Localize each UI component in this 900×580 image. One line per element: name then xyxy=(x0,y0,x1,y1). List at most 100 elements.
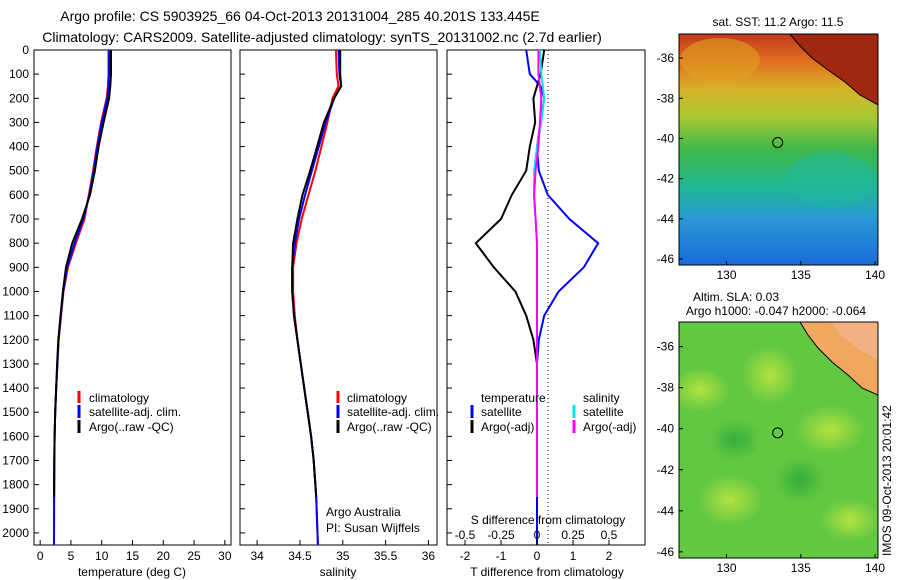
x-tick-label: 5 xyxy=(68,549,75,563)
sst-cool-patch xyxy=(785,152,875,208)
y-tick-label: 800 xyxy=(9,236,29,250)
figure-title-line2: Climatology: CARS2009. Satellite-adjuste… xyxy=(42,29,602,45)
sla-blob-dark xyxy=(709,418,761,462)
salinity-legend: climatology satellite-adj. clim. Argo(..… xyxy=(336,391,439,434)
x-tick-label: 0 xyxy=(534,549,541,563)
difference-xlabel: T difference from climatology xyxy=(470,565,624,579)
sla-land-inner xyxy=(830,322,878,360)
map-y-tick-label: -36 xyxy=(657,51,675,65)
temperature-legend: climatology satellite-adj. clim. Argo(..… xyxy=(77,391,181,434)
x-tick-label: 2 xyxy=(606,549,613,563)
map-y-tick-label: -44 xyxy=(657,212,675,226)
map-x-tick-label: 130 xyxy=(717,268,737,282)
legend-salinity-title: salinity xyxy=(583,391,620,405)
y-tick-label: 1800 xyxy=(2,478,29,492)
series-line-argo-raw-qc xyxy=(53,50,112,497)
legend-t-argo-label: Argo(-adj) xyxy=(481,420,534,434)
sla-blob-dark xyxy=(774,456,826,504)
imos-watermark: IMOS 09-Oct-2013 20:01:42 xyxy=(880,405,894,556)
figure-title-line1: Argo profile: CS 5903925_66 04-Oct-2013 … xyxy=(60,8,540,24)
map-y-tick-label: -38 xyxy=(657,91,675,105)
legend-climatology-label: climatology xyxy=(89,391,149,405)
y-tick-label: 300 xyxy=(9,115,29,129)
y-tick-label: 1700 xyxy=(2,453,29,467)
x-tick-label: 15 xyxy=(126,549,140,563)
series-line-salinity-argo-adj xyxy=(533,50,543,497)
y-tick-label: 200 xyxy=(9,91,29,105)
y-tick-label: 1100 xyxy=(3,309,29,323)
y-tick-label: 1500 xyxy=(2,405,29,419)
map-y-tick-label: -36 xyxy=(657,340,675,354)
y-tick-label: 100 xyxy=(9,67,29,81)
x-tick-label: -2 xyxy=(460,549,471,563)
sla-blob xyxy=(742,345,798,405)
difference-legend: temperature satellite Argo(-adj) salinit… xyxy=(470,391,636,434)
sst-land xyxy=(790,34,878,105)
map-y-tick-label: -42 xyxy=(657,172,675,186)
y-tick-label: 1000 xyxy=(2,284,29,298)
sla-blob xyxy=(698,474,762,526)
y-tick-label: 1600 xyxy=(2,429,29,443)
x-tick-label: 20 xyxy=(157,549,171,563)
legend-climatology-label: climatology xyxy=(347,391,407,405)
sst-warm-patch xyxy=(680,38,760,82)
y-tick-label: 700 xyxy=(9,212,29,226)
y-tick-label: 1300 xyxy=(2,357,29,371)
y-tick-label: 0 xyxy=(22,43,29,57)
x-tick-label: 1 xyxy=(570,549,577,563)
x-tick-label: 35 xyxy=(336,549,350,563)
temperature-xlabel: temperature (deg C) xyxy=(78,565,186,579)
sst-map-frame xyxy=(678,33,879,266)
temperature-panel: 0100200300400500600700800900100011001200… xyxy=(2,43,232,579)
x-tick-label: 25 xyxy=(187,549,201,563)
sla-map-title: Altim. SLA: 0.03 xyxy=(693,290,779,304)
difference-panel: -2 -1 0 1 2 -0.5 -0.25 0 0.25 0.5 T difference f… xyxy=(446,49,646,579)
sla-blob xyxy=(820,498,878,542)
sst-map-title: sat. SST: 11.2 Argo: 11.5 xyxy=(713,15,844,29)
x-tick-label: 30 xyxy=(218,549,232,563)
sla-coastline xyxy=(799,322,878,396)
salinity-xlabel: salinity xyxy=(320,565,357,579)
map-x-tick-label: 140 xyxy=(865,268,885,282)
legend-s-satellite-label: satellite xyxy=(583,405,624,419)
x-top-tick-label: 0.25 xyxy=(561,528,585,542)
y-tick-label: 500 xyxy=(9,164,29,178)
map-y-tick-label: -42 xyxy=(657,463,675,477)
sst-coastline xyxy=(789,34,878,106)
sla-blob xyxy=(679,368,730,412)
map-y-tick-label: -46 xyxy=(657,252,675,266)
x-tick-label: 0 xyxy=(37,549,44,563)
sla-map-subtitle: Argo h1000: -0.047 h2000: -0.064 xyxy=(686,304,866,318)
x-top-tick-label: -0.5 xyxy=(455,528,476,542)
x-tick-label: 34 xyxy=(250,549,264,563)
legend-satellite-label: satellite-adj. clim. xyxy=(89,405,181,419)
credit-line1: Argo Australia xyxy=(326,505,401,519)
legend-argo-label: Argo(..raw -QC) xyxy=(347,420,432,434)
argo-position-marker xyxy=(772,427,784,439)
map-x-tick-label: 140 xyxy=(865,561,885,575)
x-tick-label: 35.5 xyxy=(374,549,398,563)
legend-temperature-title: temperature xyxy=(481,391,546,405)
sla-map-frame xyxy=(678,321,879,559)
salinity-panel: 34 34.5 35 35.5 36 salinity climatology sate… xyxy=(239,49,439,579)
map-y-tick-label: -44 xyxy=(657,504,675,518)
series-line-satellite-adj-clim xyxy=(291,49,343,546)
map-x-tick-label: 135 xyxy=(791,268,811,282)
y-tick-label: 1200 xyxy=(2,333,29,347)
x-top-tick-label: 0 xyxy=(534,528,541,542)
map-y-tick-label: -46 xyxy=(657,545,675,559)
y-tick-label: 1400 xyxy=(2,381,29,395)
y-tick-label: 1900 xyxy=(2,502,29,516)
y-tick-label: 600 xyxy=(9,188,29,202)
series-line-climatology xyxy=(292,49,340,546)
map-y-tick-label: -40 xyxy=(657,422,675,436)
map-y-tick-label: -38 xyxy=(657,381,675,395)
map-x-tick-label: 135 xyxy=(791,561,811,575)
difference-axes-frame xyxy=(446,49,646,546)
x-top-tick-label: 0.5 xyxy=(601,528,618,542)
legend-s-argo-label: Argo(-adj) xyxy=(583,420,636,434)
argo-position-marker xyxy=(772,136,784,148)
sla-blob xyxy=(795,405,865,455)
x-tick-label: 36 xyxy=(422,549,436,563)
